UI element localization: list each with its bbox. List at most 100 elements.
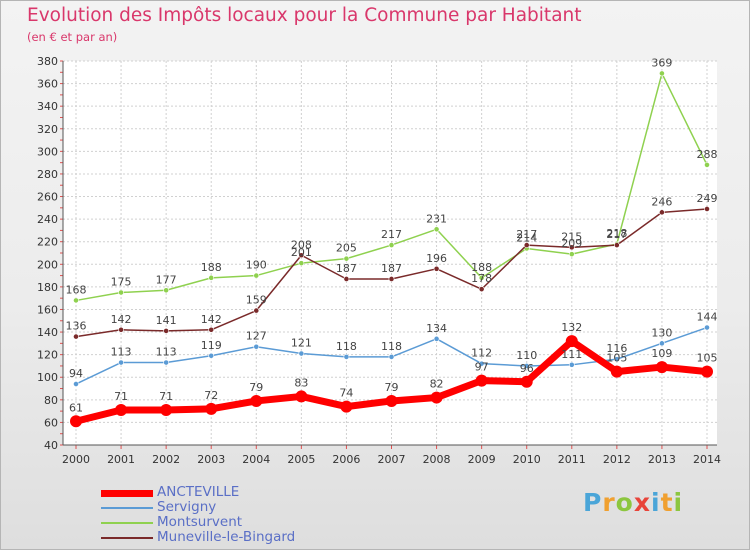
data-label: 214 bbox=[516, 231, 537, 244]
data-label: 119 bbox=[201, 339, 222, 352]
data-label: 142 bbox=[111, 313, 132, 326]
data-point bbox=[253, 307, 260, 314]
data-point bbox=[163, 328, 170, 334]
data-point bbox=[295, 390, 308, 403]
data-label: 121 bbox=[291, 337, 312, 350]
x-tick-label: 2001 bbox=[107, 453, 135, 466]
data-point bbox=[520, 375, 533, 388]
legend-swatch-muneville bbox=[101, 537, 153, 539]
data-point bbox=[478, 286, 485, 293]
data-point bbox=[433, 265, 440, 272]
data-label: 187 bbox=[381, 262, 402, 275]
data-point bbox=[704, 324, 710, 331]
data-label: 217 bbox=[381, 228, 402, 241]
data-label: 71 bbox=[159, 390, 173, 403]
y-tick-label: 180 bbox=[37, 281, 58, 294]
legend-swatch-montsurvent bbox=[101, 522, 153, 524]
data-label: 246 bbox=[651, 195, 672, 208]
data-label: 132 bbox=[561, 321, 582, 334]
data-point bbox=[298, 252, 305, 259]
data-point bbox=[115, 403, 128, 416]
data-point bbox=[701, 365, 713, 378]
data-label: 190 bbox=[246, 259, 267, 272]
data-label: 72 bbox=[204, 389, 218, 402]
x-tick-label: 2013 bbox=[648, 453, 676, 466]
data-point bbox=[73, 381, 79, 387]
data-label: 118 bbox=[336, 340, 357, 353]
x-tick-label: 2002 bbox=[152, 453, 180, 466]
data-label: 134 bbox=[426, 322, 447, 335]
legend-label-ancteville: ANCTEVILLE bbox=[157, 484, 240, 500]
data-label: 217 bbox=[516, 228, 537, 241]
logo-letter: x bbox=[633, 488, 651, 517]
x-tick-label: 2003 bbox=[197, 453, 225, 466]
data-label: 177 bbox=[156, 273, 177, 286]
data-point bbox=[208, 326, 215, 333]
data-point bbox=[388, 276, 395, 282]
x-tick-label: 2012 bbox=[603, 453, 631, 466]
data-label: 201 bbox=[291, 246, 312, 259]
data-label: 231 bbox=[426, 212, 447, 225]
data-point bbox=[343, 276, 350, 282]
data-point bbox=[118, 359, 124, 366]
y-tick-label: 140 bbox=[37, 326, 58, 339]
data-point bbox=[568, 251, 575, 258]
y-tick-label: 280 bbox=[37, 168, 58, 181]
data-label: 142 bbox=[201, 313, 222, 326]
data-point bbox=[659, 209, 665, 216]
data-label: 288 bbox=[697, 148, 718, 161]
chart-title: Evolution des Impôts locaux pour la Comm… bbox=[27, 5, 582, 26]
data-label: 141 bbox=[156, 314, 177, 327]
data-point bbox=[340, 400, 353, 413]
data-label: 209 bbox=[561, 237, 582, 250]
x-tick-label: 2014 bbox=[693, 453, 721, 466]
legend-item-ancteville: ANCTEVILLE bbox=[101, 484, 341, 501]
x-tick-label: 2004 bbox=[242, 453, 270, 466]
data-label: 249 bbox=[697, 192, 718, 205]
data-label: 96 bbox=[520, 362, 534, 375]
y-tick-label: 320 bbox=[37, 123, 58, 136]
data-label: 217 bbox=[606, 228, 627, 241]
data-label: 109 bbox=[651, 347, 672, 360]
y-tick-label: 100 bbox=[37, 371, 58, 384]
data-point bbox=[568, 244, 575, 251]
x-tick-label: 2010 bbox=[513, 453, 541, 466]
data-point bbox=[205, 402, 218, 415]
y-tick-label: 40 bbox=[44, 439, 58, 452]
legend-item-muneville: Muneville-le-Bingard bbox=[101, 529, 341, 546]
y-tick-label: 360 bbox=[37, 78, 58, 91]
y-tick-label: 380 bbox=[37, 55, 58, 68]
data-point bbox=[160, 403, 173, 416]
data-point bbox=[253, 272, 260, 279]
data-label: 208 bbox=[291, 238, 312, 251]
data-label: 369 bbox=[651, 56, 672, 69]
data-label: 105 bbox=[697, 352, 718, 365]
data-point bbox=[298, 260, 305, 267]
data-point bbox=[565, 335, 578, 348]
data-point bbox=[70, 415, 82, 428]
data-point bbox=[298, 350, 305, 357]
data-label: 188 bbox=[471, 261, 492, 274]
data-label: 112 bbox=[471, 347, 492, 360]
y-tick-label: 160 bbox=[37, 303, 58, 316]
legend-label-montsurvent: Montsurvent bbox=[157, 514, 243, 530]
x-tick-label: 2009 bbox=[468, 453, 496, 466]
data-label: 79 bbox=[385, 381, 399, 394]
y-tick-label: 260 bbox=[37, 191, 58, 204]
data-label: 130 bbox=[651, 326, 672, 339]
data-label: 94 bbox=[69, 367, 83, 380]
data-point bbox=[343, 354, 350, 360]
data-label: 83 bbox=[294, 376, 308, 389]
data-label: 118 bbox=[381, 340, 402, 353]
data-point bbox=[433, 226, 440, 233]
data-point bbox=[704, 162, 710, 168]
data-point bbox=[523, 242, 530, 248]
data-point bbox=[388, 354, 395, 360]
y-tick-label: 60 bbox=[44, 416, 58, 429]
data-point bbox=[250, 394, 263, 407]
data-point bbox=[388, 242, 395, 248]
data-label: 113 bbox=[111, 346, 132, 359]
data-label: 205 bbox=[336, 242, 357, 255]
logo-letter: i bbox=[651, 488, 661, 517]
